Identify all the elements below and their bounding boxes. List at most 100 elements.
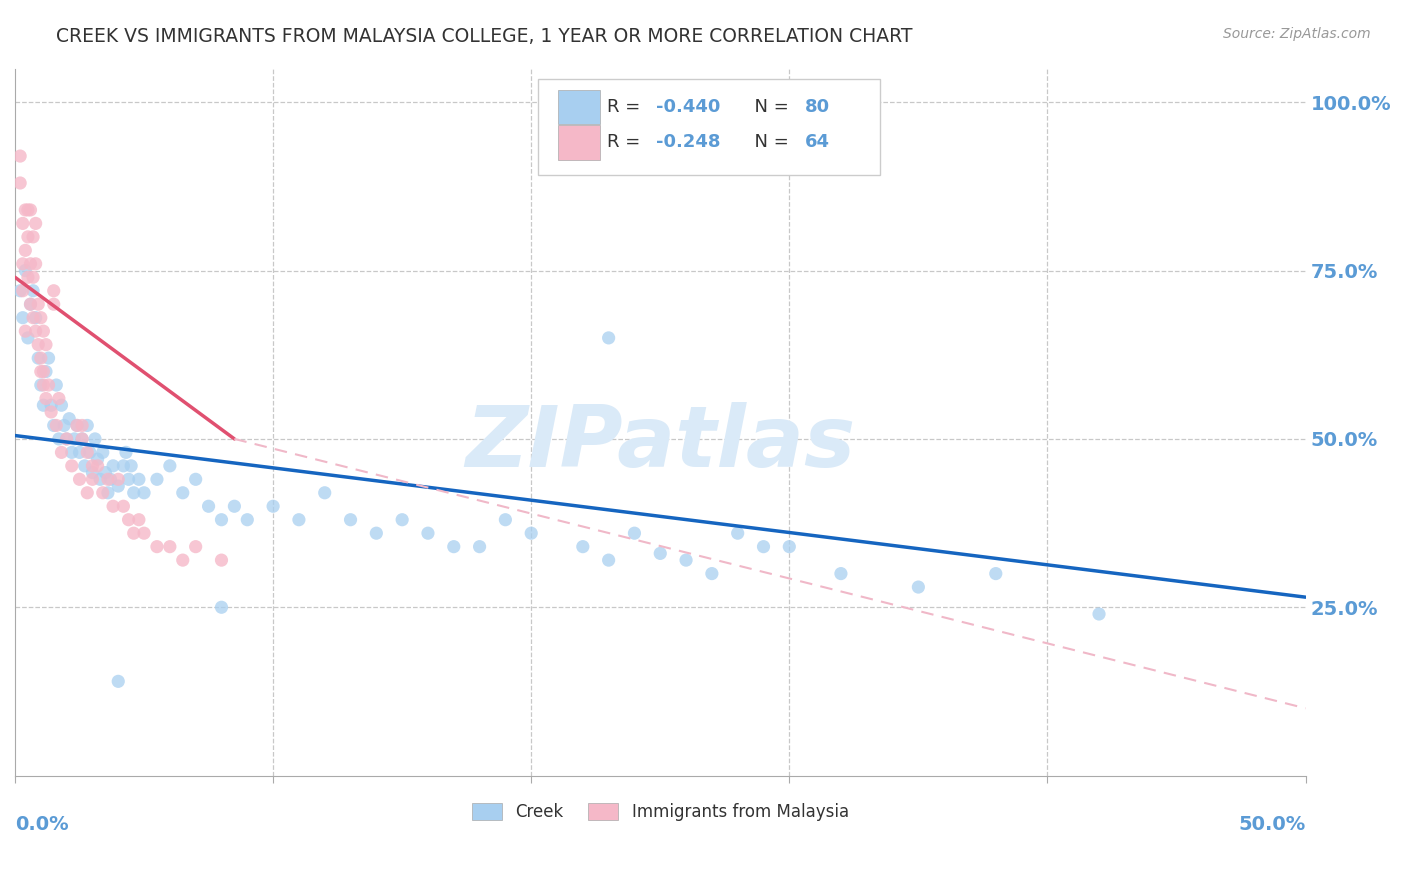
Point xyxy=(288,513,311,527)
Point xyxy=(76,418,98,433)
Point xyxy=(27,351,49,365)
Point xyxy=(132,485,155,500)
Point xyxy=(112,500,135,514)
Point xyxy=(650,546,672,560)
Point xyxy=(20,297,42,311)
Point xyxy=(598,553,620,567)
Point xyxy=(572,540,595,554)
Point xyxy=(42,297,65,311)
Point xyxy=(623,526,645,541)
Point xyxy=(107,479,129,493)
Point xyxy=(86,452,108,467)
Point xyxy=(58,411,80,425)
Point xyxy=(236,513,259,527)
Point xyxy=(122,526,145,541)
Point xyxy=(20,257,42,271)
Point xyxy=(22,310,45,325)
Point xyxy=(391,513,413,527)
Point xyxy=(11,257,34,271)
Point xyxy=(22,270,45,285)
Point xyxy=(830,566,852,581)
Point xyxy=(8,176,31,190)
Point xyxy=(27,337,49,351)
Point xyxy=(468,540,491,554)
Point xyxy=(17,270,39,285)
Point xyxy=(146,472,169,486)
Point xyxy=(14,202,37,217)
Point xyxy=(30,310,52,325)
Point xyxy=(39,398,62,412)
Point xyxy=(20,297,42,311)
Point xyxy=(675,553,697,567)
Point xyxy=(32,378,55,392)
Point xyxy=(70,432,93,446)
Text: ZIPatlas: ZIPatlas xyxy=(465,401,855,484)
Point xyxy=(520,526,543,541)
Text: 0.0%: 0.0% xyxy=(15,814,69,833)
Point xyxy=(727,526,749,541)
Point xyxy=(100,472,122,486)
Point xyxy=(752,540,775,554)
Point xyxy=(32,365,55,379)
Text: 64: 64 xyxy=(804,134,830,152)
Point xyxy=(51,445,73,459)
Point xyxy=(211,600,233,615)
Point xyxy=(778,540,800,554)
Point xyxy=(122,485,145,500)
Point xyxy=(32,324,55,338)
Point xyxy=(32,398,55,412)
Point xyxy=(366,526,388,541)
Point xyxy=(11,310,34,325)
Text: -0.248: -0.248 xyxy=(657,134,721,152)
Point xyxy=(494,513,516,527)
Point xyxy=(39,405,62,419)
Text: Source: ZipAtlas.com: Source: ZipAtlas.com xyxy=(1223,27,1371,41)
Point xyxy=(30,351,52,365)
Point xyxy=(82,458,104,473)
Point xyxy=(1088,607,1111,621)
Point xyxy=(128,513,150,527)
Point xyxy=(73,458,96,473)
Point xyxy=(17,331,39,345)
Point xyxy=(24,216,46,230)
Point xyxy=(24,257,46,271)
Text: -0.440: -0.440 xyxy=(657,98,721,116)
Point xyxy=(91,485,114,500)
Point xyxy=(115,445,138,459)
Point xyxy=(11,216,34,230)
Text: N =: N = xyxy=(742,134,794,152)
Point xyxy=(60,458,83,473)
Point xyxy=(984,566,1007,581)
Point xyxy=(30,365,52,379)
Point xyxy=(11,284,34,298)
Point xyxy=(51,398,73,412)
Point xyxy=(97,472,120,486)
Point xyxy=(197,500,219,514)
Point xyxy=(70,432,93,446)
Point xyxy=(35,337,58,351)
Point xyxy=(128,472,150,486)
Text: N =: N = xyxy=(742,98,794,116)
Point xyxy=(101,458,124,473)
Point xyxy=(314,485,336,500)
Point xyxy=(76,485,98,500)
Point xyxy=(14,324,37,338)
Point xyxy=(146,540,169,554)
Point xyxy=(120,458,142,473)
Point xyxy=(117,472,139,486)
Point xyxy=(94,466,117,480)
Point xyxy=(172,553,194,567)
Point xyxy=(598,331,620,345)
Point xyxy=(45,418,67,433)
Point xyxy=(700,566,723,581)
Point xyxy=(101,500,124,514)
FancyBboxPatch shape xyxy=(537,79,880,175)
Point xyxy=(97,485,120,500)
Point xyxy=(45,378,67,392)
Text: CREEK VS IMMIGRANTS FROM MALAYSIA COLLEGE, 1 YEAR OR MORE CORRELATION CHART: CREEK VS IMMIGRANTS FROM MALAYSIA COLLEG… xyxy=(56,27,912,45)
Point xyxy=(24,324,46,338)
Point xyxy=(63,432,86,446)
Point xyxy=(184,540,207,554)
Point xyxy=(86,458,108,473)
Point xyxy=(17,202,39,217)
